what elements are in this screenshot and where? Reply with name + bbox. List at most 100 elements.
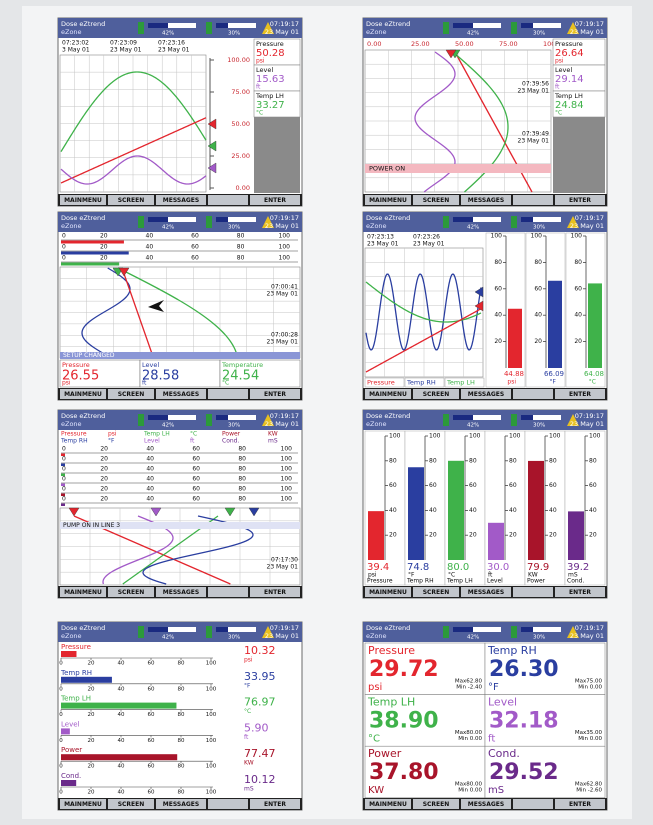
scale-label: 0 — [62, 244, 66, 251]
button[interactable] — [208, 195, 248, 205]
scale-label: 0 — [62, 486, 66, 493]
scale-label: 60 — [191, 255, 199, 262]
level-bar — [61, 754, 177, 760]
zone: eZone — [366, 28, 387, 36]
tick-label: 100 — [531, 233, 543, 240]
tick-label: 100 — [509, 433, 521, 440]
gauge-label: 30% — [533, 31, 545, 37]
row-unit: °F — [244, 682, 251, 689]
gauge-fill — [216, 627, 228, 632]
level-bar — [588, 283, 602, 368]
row-value: 76.97 — [244, 696, 276, 709]
button[interactable] — [208, 799, 248, 809]
button[interactable] — [513, 587, 553, 597]
scale-label: 0 — [59, 790, 63, 796]
button[interactable] — [513, 195, 553, 205]
readout-unit: °C — [256, 110, 263, 117]
channel-name: Temp RH — [60, 438, 88, 445]
tick-label: 80 — [389, 457, 397, 464]
channel-name: Temp LH — [446, 578, 473, 585]
scale-label: 100 — [206, 738, 217, 744]
gauge-fill — [453, 627, 473, 632]
timestamp: 07:00:28 — [271, 332, 298, 339]
button-label: SCREEN — [118, 801, 145, 808]
row-value: 10.32 — [244, 644, 276, 657]
button-label: SCREEN — [118, 589, 145, 596]
scale-label: 80 — [237, 244, 245, 251]
battery-icon — [206, 626, 212, 638]
scale-label: 80 — [238, 446, 246, 453]
scale-label: 60 — [148, 661, 155, 667]
readout-min: Min -2.40 — [456, 685, 482, 691]
scale-label: 50.00 — [231, 120, 250, 128]
channel-name: Pressure — [367, 578, 393, 585]
scale-label: 25.00 — [231, 152, 250, 160]
timestamp: 23 May 01 — [158, 47, 190, 54]
gauge-label: 42% — [162, 225, 174, 231]
scale-label: 100 — [206, 790, 217, 796]
scale-label: 40 — [118, 661, 125, 667]
readout-unit: °C — [368, 734, 380, 745]
channel-name: Temp LH — [143, 431, 170, 438]
tick-label: 20 — [494, 338, 502, 345]
timestamp: 07:23:09 — [110, 40, 137, 47]
gauge-label: 30% — [533, 635, 545, 641]
level-bar — [61, 780, 76, 786]
screen: Dose eZtrendeZone42%30%07:19:1723 May 01… — [58, 622, 302, 810]
scale-label: 80 — [238, 486, 246, 493]
scale-label: 100 — [281, 456, 293, 463]
gauge-fill — [216, 23, 228, 28]
scale-label: 100 — [281, 486, 293, 493]
scale-label: 40 — [146, 486, 154, 493]
scale-label: 80 — [178, 686, 185, 692]
channel-name: Power — [61, 746, 82, 754]
button[interactable] — [513, 389, 553, 399]
scale-label: 20 — [100, 496, 108, 503]
level-bar — [61, 703, 176, 709]
readout-name: Temp LH — [255, 92, 284, 100]
battery-icon — [138, 22, 144, 34]
tick-label: 40 — [509, 507, 517, 514]
date: 23 May 01 — [265, 632, 299, 640]
readout-name: Temp RH — [487, 644, 537, 657]
scale-label: 40 — [118, 686, 125, 692]
tick-label: 100 — [571, 233, 583, 240]
level-bar — [488, 523, 504, 560]
battery-icon — [443, 22, 449, 34]
button[interactable] — [208, 587, 248, 597]
date: 23 May 01 — [265, 222, 299, 230]
button-label: ENTER — [569, 801, 591, 808]
button[interactable] — [513, 799, 553, 809]
button[interactable] — [208, 389, 248, 399]
time: 07:19:17 — [270, 214, 299, 222]
row-unit: KW — [244, 760, 254, 767]
button-label: MAINMENU — [64, 391, 102, 398]
scale-label: 0.00 — [367, 40, 381, 48]
date: 23 May 01 — [265, 420, 299, 428]
column-value: 44.88 — [504, 370, 524, 378]
readout-min: Min 0.00 — [578, 736, 602, 742]
battery-icon — [511, 216, 517, 228]
channel-name: Temp LH — [60, 695, 91, 703]
readout-unit: psi — [62, 380, 71, 387]
readout-unit: ft — [555, 84, 560, 91]
readout-name: Power — [368, 747, 402, 760]
readout-value: 32.18 — [489, 709, 559, 734]
button-label: MESSAGES — [163, 589, 199, 596]
scale-label: 80 — [238, 476, 246, 483]
battery-icon — [206, 216, 212, 228]
channel-name: Cond. — [222, 438, 239, 445]
scale-label: 80 — [178, 712, 185, 718]
scale-label: 80 — [237, 233, 245, 240]
tick-label: 60 — [549, 482, 557, 489]
scale-label: 20 — [88, 764, 95, 770]
scale-label: 100 — [281, 476, 293, 483]
scale-label: 100 — [206, 686, 217, 692]
channel-unit: psi — [108, 431, 117, 438]
channel-name: Cond. — [567, 578, 584, 585]
timestamp: 23 May 01 — [110, 47, 142, 54]
level-bar — [528, 461, 544, 560]
gauge-label: 30% — [228, 635, 240, 641]
scale-label: 20 — [88, 738, 95, 744]
column-unit: °F — [550, 379, 557, 386]
